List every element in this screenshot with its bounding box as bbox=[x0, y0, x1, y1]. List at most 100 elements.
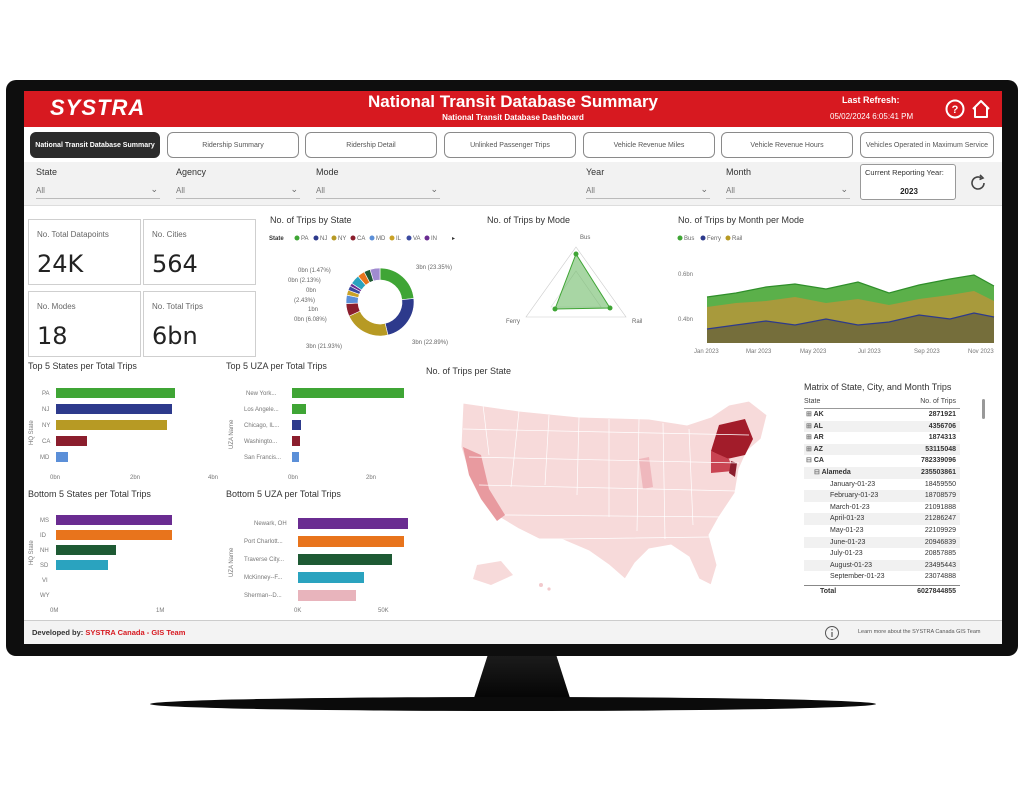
legend-dot-ny bbox=[331, 235, 337, 241]
dashboard-footer: Developed by: SYSTRA Canada - GIS Team L… bbox=[24, 620, 1002, 644]
bar-md bbox=[56, 452, 68, 462]
state-city-month-matrix: State No. of Trips ⊞ AK 2871921 ⊞ AL 435670… bbox=[804, 396, 960, 597]
legend-dot-ca bbox=[350, 235, 356, 241]
tab-vehicle-revenue-hours[interactable]: Vehicle Revenue Hours bbox=[721, 132, 853, 158]
bar-chicago bbox=[292, 420, 301, 430]
area-chart-title: No. of Trips by Month per Mode bbox=[678, 215, 805, 225]
bottom-states-bar-chart: HQ State MS ID NH SD VI WY 0M 1M bbox=[29, 515, 172, 614]
bar-ny bbox=[56, 420, 167, 430]
collapse-icon[interactable]: ⊟ bbox=[814, 468, 822, 476]
axis-label: HQ State bbox=[29, 540, 35, 565]
tab-ridership-detail[interactable]: Ridership Detail bbox=[305, 132, 437, 158]
state-new-york[interactable] bbox=[711, 419, 753, 459]
state-hawaii[interactable] bbox=[539, 583, 543, 587]
tab-ridership-summary[interactable]: Ridership Summary bbox=[167, 132, 299, 158]
matrix-row[interactable]: ⊞ AL 4356706 bbox=[804, 420, 960, 433]
collapse-icon[interactable]: ⊟ bbox=[806, 457, 814, 465]
agency-filter-select[interactable]: All ⌄ bbox=[176, 183, 300, 199]
top-states-bar-chart: HQ State PA NJ NY CA MD 0bn 2bn 4bn bbox=[29, 388, 218, 481]
tab-vehicles-operated[interactable]: Vehicles Operated in Maximum Service bbox=[860, 132, 994, 158]
matrix-row[interactable]: ⊟ CA 782339096 bbox=[804, 455, 960, 467]
expand-icon[interactable]: ⊞ bbox=[806, 422, 814, 430]
state-california[interactable] bbox=[463, 447, 505, 521]
bar-ca bbox=[56, 436, 87, 446]
donut-slice-other-d[interactable] bbox=[369, 267, 381, 282]
matrix-total-row: Total 6027844855 bbox=[804, 584, 960, 597]
bar-newark-oh bbox=[298, 518, 408, 529]
bar-label: Los Angele... bbox=[244, 407, 279, 413]
line-series-bus bbox=[706, 274, 995, 298]
matrix-scrollbar[interactable] bbox=[982, 399, 985, 419]
state-illinois[interactable] bbox=[639, 457, 653, 489]
donut-label-ca: 0bn (6.08%) bbox=[294, 317, 327, 323]
month-filter-select[interactable]: All ⌄ bbox=[726, 183, 850, 199]
expand-icon[interactable]: ⊞ bbox=[806, 411, 814, 418]
donut-label-ny: 3bn (21.93%) bbox=[306, 344, 342, 350]
mode-filter-select[interactable]: All ⌄ bbox=[316, 183, 440, 199]
bar-label: SD bbox=[40, 563, 49, 569]
matrix-row[interactable]: ⊟ Alameda 235503861 bbox=[804, 466, 960, 479]
expand-icon[interactable]: ⊞ bbox=[806, 434, 814, 442]
matrix-row[interactable]: ⊞ AK 2871921 bbox=[804, 409, 960, 421]
legend-dot-in bbox=[424, 235, 430, 241]
matrix-row: June-01-23 20946839 bbox=[804, 536, 960, 549]
refresh-icon[interactable] bbox=[968, 173, 988, 193]
matrix-row: July-01-23 20857885 bbox=[804, 548, 960, 560]
matrix-row-label: January-01-23 bbox=[830, 480, 876, 488]
matrix-row-label: February-01-23 bbox=[830, 492, 879, 500]
current-reporting-year: Current Reporting Year: 2023 bbox=[860, 164, 956, 200]
legend-title: State bbox=[269, 236, 284, 242]
tab-vehicle-revenue-miles[interactable]: Vehicle Revenue Miles bbox=[583, 132, 715, 158]
home-icon[interactable] bbox=[970, 98, 992, 120]
donut-slice-nj[interactable] bbox=[384, 298, 415, 336]
radar-label-rail: Rail bbox=[632, 319, 642, 325]
matrix-row-value: 4356706 bbox=[928, 422, 956, 430]
matrix-row-label: September-01-23 bbox=[830, 573, 885, 581]
x-tick: 0bn bbox=[50, 475, 60, 481]
legend-label: Rail bbox=[732, 236, 742, 242]
matrix-row[interactable]: ⊞ AR 1874313 bbox=[804, 432, 960, 444]
tab-ntd-summary[interactable]: National Transit Database Summary bbox=[30, 132, 160, 158]
us-choropleth-map[interactable] bbox=[449, 389, 779, 601]
legend-dot-bus bbox=[677, 235, 683, 241]
matrix-row: March-01-23 21091888 bbox=[804, 502, 960, 514]
kpi-cities: No. Cities 564 bbox=[143, 219, 256, 285]
bar-label: Port Charlott... bbox=[244, 539, 283, 545]
radar-grid bbox=[525, 246, 627, 318]
bar-id bbox=[56, 530, 172, 540]
chevron-down-icon: ⌄ bbox=[700, 184, 708, 194]
donut-slice-ny[interactable] bbox=[348, 310, 389, 337]
donut-label-in: 0bn (1.47%) bbox=[298, 268, 331, 274]
kpi-modes: No. Modes 18 bbox=[28, 291, 141, 357]
systra-logo: SYSTRA bbox=[50, 95, 146, 120]
legend-next-icon[interactable]: ▸ bbox=[452, 236, 455, 242]
developer-team-link[interactable]: SYSTRA Canada - GIS Team bbox=[85, 628, 186, 637]
donut-label-va: 0bn (2.13%) bbox=[288, 278, 321, 284]
bar-nh bbox=[56, 545, 116, 555]
radar-grid bbox=[550, 270, 602, 308]
learn-more-link[interactable]: Learn more about the SYSTRA Canada GIS T… bbox=[858, 629, 981, 635]
x-tick: 2bn bbox=[130, 475, 140, 481]
agency-filter-value: All bbox=[176, 186, 185, 195]
radar-label-ferry: Ferry bbox=[506, 319, 520, 325]
matrix-row[interactable]: ⊞ AZ 53115048 bbox=[804, 443, 960, 456]
matrix-total-label: Total bbox=[820, 587, 837, 595]
donut-label-nj: 3bn (22.89%) bbox=[412, 340, 448, 346]
help-icon[interactable]: ? bbox=[944, 98, 966, 120]
state-pennsylvania[interactable] bbox=[711, 451, 733, 473]
info-icon[interactable] bbox=[824, 625, 840, 641]
state-filter-select[interactable]: All ⌄ bbox=[36, 183, 160, 199]
bar-label: New York... bbox=[246, 391, 277, 397]
x-tick: 50K bbox=[378, 608, 389, 614]
legend-label: VA bbox=[413, 236, 421, 242]
state-new-jersey[interactable] bbox=[729, 461, 737, 477]
year-filter-select[interactable]: All ⌄ bbox=[586, 183, 710, 199]
tab-unlinked-passenger-trips[interactable]: Unlinked Passenger Trips bbox=[444, 132, 576, 158]
state-alaska[interactable] bbox=[473, 561, 513, 585]
legend-dot-rail bbox=[725, 235, 731, 241]
expand-icon[interactable]: ⊞ bbox=[806, 445, 814, 453]
donut-slice-pa[interactable] bbox=[379, 267, 415, 301]
chevron-down-icon: ⌄ bbox=[290, 184, 298, 194]
bar-label: VI bbox=[42, 578, 48, 584]
bar-label: WY bbox=[40, 593, 50, 599]
